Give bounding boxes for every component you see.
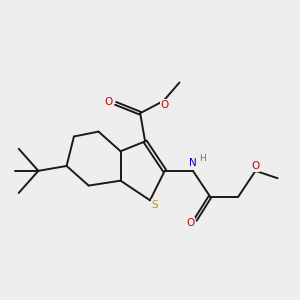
Text: O: O: [251, 161, 260, 171]
Text: O: O: [160, 100, 169, 110]
Text: O: O: [186, 218, 195, 228]
Text: N: N: [189, 158, 197, 168]
Text: O: O: [105, 97, 113, 107]
Text: H: H: [199, 154, 206, 163]
Text: S: S: [151, 200, 158, 210]
